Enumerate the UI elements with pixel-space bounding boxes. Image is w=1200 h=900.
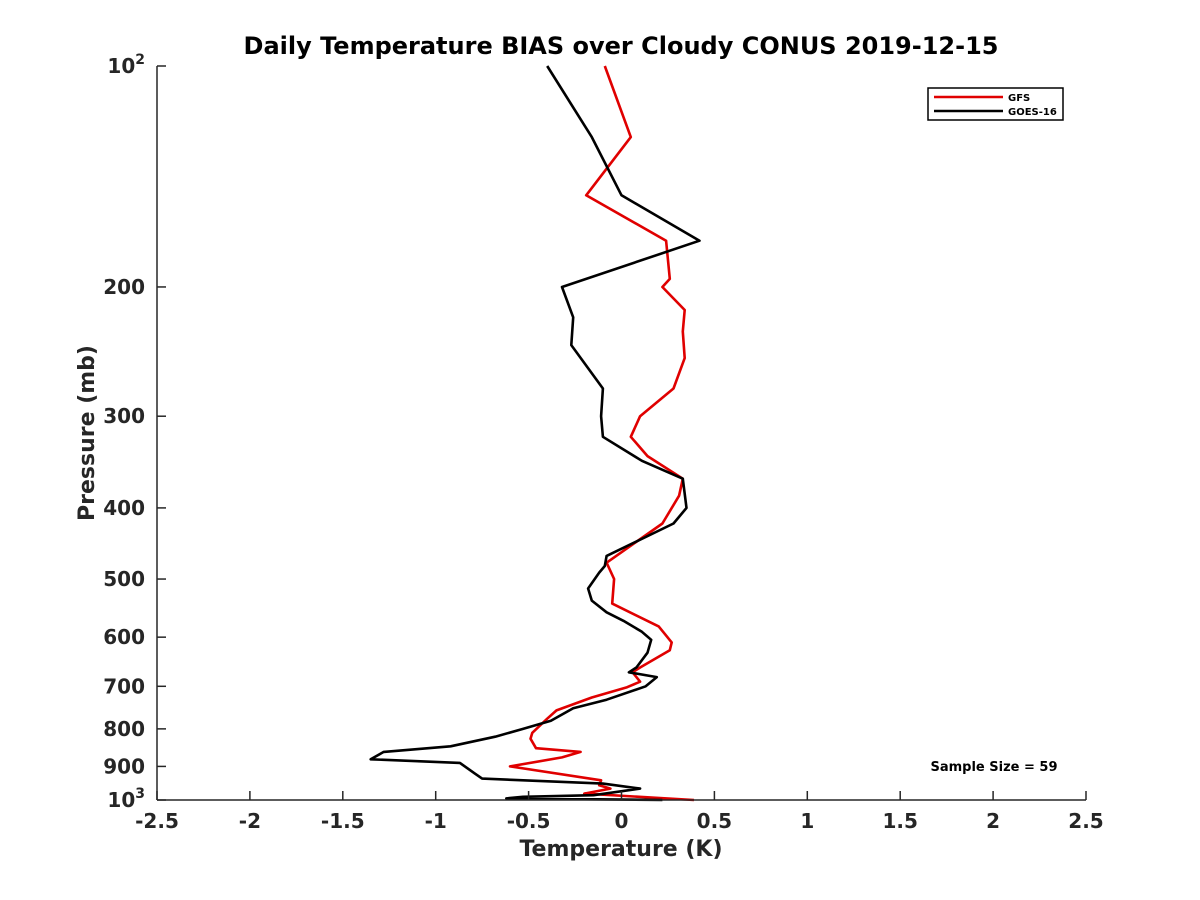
x-tick-label: 2: [986, 809, 1000, 833]
y-tick-label: 300: [103, 404, 145, 428]
x-tick-label: 0.5: [697, 809, 732, 833]
legend-label-goes-16: GOES-16: [1008, 107, 1057, 118]
y-tick-label: 600: [103, 625, 145, 649]
chart-title: Daily Temperature BIAS over Cloudy CONUS…: [244, 32, 999, 60]
series-line-goes-16: [369, 65, 701, 802]
series-layer: [369, 65, 701, 802]
y-axis-title: Pressure (mb): [75, 345, 100, 521]
x-tick-label: -2: [239, 809, 261, 833]
sample-size-annotation: Sample Size = 59: [930, 760, 1057, 775]
x-axis-title: Temperature (K): [519, 837, 722, 862]
y-tick-label: 900: [103, 754, 145, 778]
y-tick-label: 200: [103, 275, 145, 299]
x-tick-label: -2.5: [135, 809, 179, 833]
y-tick-label: 700: [103, 674, 145, 698]
y-tick-label: 500: [103, 567, 145, 591]
legend-label-gfs: GFS: [1008, 93, 1030, 104]
x-tick-label: 2.5: [1068, 809, 1103, 833]
x-tick-label: -1.5: [321, 809, 365, 833]
y-tick-label: 800: [103, 717, 145, 741]
legend-box: [927, 87, 1064, 121]
y-axis-ticks: 102 200 300 400 500 600 700 800 900 103: [103, 52, 166, 812]
x-tick-label: 0: [615, 809, 629, 833]
x-tick-label: 1: [800, 809, 814, 833]
y-tick-label: 102: [107, 52, 145, 78]
x-tick-label: -1: [425, 809, 447, 833]
series-line-gfs: [508, 65, 695, 802]
x-axis-ticks: -2.5 -2 -1.5 -1 -0.5 0 0.5 1 1.5 2 2.5: [135, 791, 1104, 833]
x-tick-label: 1.5: [882, 809, 917, 833]
y-tick-label: 103: [107, 786, 145, 812]
y-tick-label: 400: [103, 496, 145, 520]
legend: GFS GOES-16: [927, 87, 1064, 121]
x-tick-label: -0.5: [507, 809, 551, 833]
